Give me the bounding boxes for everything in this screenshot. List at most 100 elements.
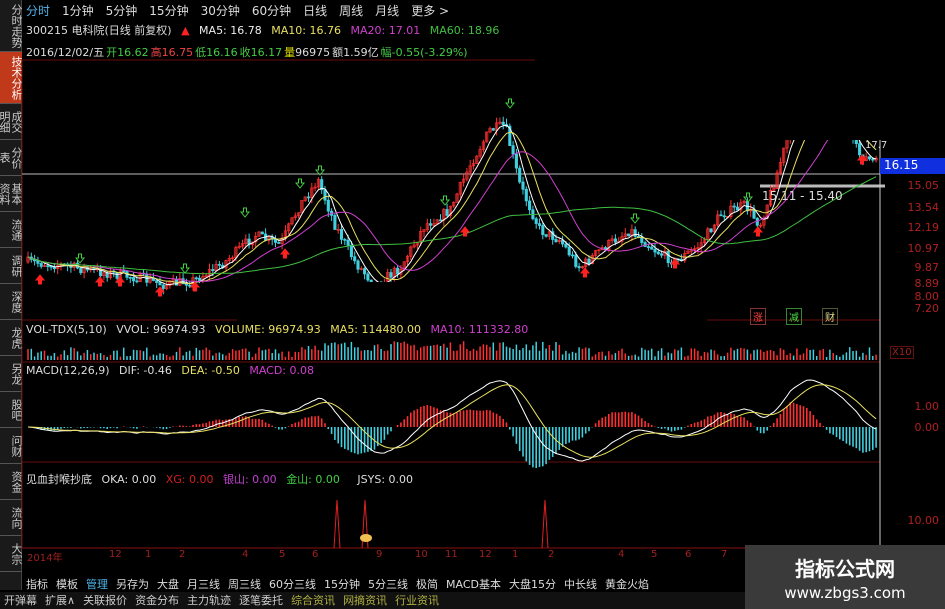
- info-button[interactable]: 网摘资讯: [343, 594, 388, 607]
- period-tab[interactable]: 日线: [303, 4, 328, 18]
- signal-spike: [333, 499, 341, 549]
- candle: [277, 242, 281, 244]
- period-tab[interactable]: 月线: [375, 4, 400, 18]
- side-tab[interactable]: 龙虎: [0, 320, 23, 356]
- candle: [432, 223, 436, 226]
- template-button[interactable]: MACD基本: [446, 578, 501, 591]
- time-tick: 12: [479, 549, 492, 560]
- side-tab[interactable]: 大宗: [0, 536, 23, 572]
- template-button[interactable]: 周三线: [228, 578, 261, 591]
- side-tab[interactable]: 分时走势: [0, 0, 23, 52]
- candle: [465, 171, 469, 180]
- period-tab[interactable]: 15分钟: [149, 4, 189, 18]
- candle: [158, 282, 162, 286]
- side-tab[interactable]: 股吧: [0, 392, 23, 428]
- candle: [349, 244, 353, 258]
- info-button[interactable]: 资金分布: [135, 594, 180, 607]
- side-tab[interactable]: 流向: [0, 500, 23, 536]
- candle: [244, 238, 248, 244]
- quote-row: 2016/12/02/五 开16.62 高16.75 低16.16 收16.17 量969…: [26, 44, 474, 60]
- template-button[interactable]: 大盘: [157, 578, 179, 591]
- buy-arrow-icon: [94, 276, 106, 287]
- tag-finance[interactable]: 财: [822, 308, 838, 325]
- candle: [313, 186, 317, 189]
- period-tab[interactable]: 更多 >: [411, 4, 450, 18]
- template-button[interactable]: 模板: [56, 578, 78, 591]
- template-button[interactable]: 月三线: [187, 578, 220, 591]
- period-tab[interactable]: 1分钟: [62, 4, 94, 18]
- info-button[interactable]: 开弹幕: [4, 594, 37, 607]
- tag-reduce[interactable]: 减: [786, 308, 802, 325]
- side-tab[interactable]: 成交明细: [0, 104, 23, 140]
- candle: [709, 228, 713, 233]
- period-tab[interactable]: 5分钟: [105, 4, 138, 18]
- amount-value: 1.59亿: [343, 46, 379, 59]
- info-button[interactable]: 综合资讯: [291, 594, 336, 607]
- close-label: 收: [239, 46, 251, 59]
- candle: [485, 131, 489, 143]
- side-tab[interactable]: 基本资料: [0, 176, 23, 212]
- template-button[interactable]: 60分三线: [269, 578, 316, 591]
- period-tab[interactable]: 30分钟: [200, 4, 240, 18]
- info-button[interactable]: 主力轨迹: [187, 594, 232, 607]
- close-value: 16.17: [250, 46, 283, 59]
- candle: [666, 250, 670, 264]
- template-button[interactable]: 黄金火焰: [604, 578, 649, 591]
- template-button[interactable]: 另存为: [116, 578, 149, 591]
- side-tab[interactable]: 调研: [0, 248, 23, 284]
- candle: [211, 269, 215, 271]
- period-tab[interactable]: 周线: [339, 4, 364, 18]
- candle: [577, 266, 581, 269]
- buy-arrow-icon: [752, 226, 764, 237]
- price-tick: 8.89: [914, 277, 940, 290]
- candle: [409, 246, 413, 257]
- template-button[interactable]: 管理: [86, 578, 108, 591]
- info-button[interactable]: 逐笔委托: [239, 594, 284, 607]
- candle: [105, 272, 109, 278]
- candle: [742, 200, 746, 204]
- ma20-line: [27, 120, 877, 282]
- candle: [326, 199, 330, 212]
- side-tab[interactable]: 问财: [0, 428, 23, 464]
- candle: [712, 224, 716, 233]
- buy-arrow-icon: [459, 226, 471, 237]
- high-value: 16.75: [161, 46, 194, 59]
- period-tab[interactable]: 60分钟: [251, 4, 292, 18]
- side-tab[interactable]: 流通: [0, 212, 23, 248]
- candle: [660, 253, 664, 256]
- candle: [254, 235, 258, 243]
- template-button[interactable]: 中长线: [563, 578, 597, 591]
- buy-arrow-icon: [114, 276, 126, 287]
- side-tab[interactable]: 分价表: [0, 140, 23, 176]
- template-button[interactable]: 5分三线: [368, 578, 408, 591]
- side-tab[interactable]: 另龙: [0, 356, 23, 392]
- time-tick: 12: [109, 549, 122, 560]
- candle: [283, 230, 287, 239]
- candle: [290, 217, 294, 225]
- period-tab[interactable]: 分时: [26, 4, 51, 18]
- candle: [656, 251, 660, 255]
- info-button[interactable]: 行业资讯: [395, 594, 440, 607]
- template-button[interactable]: 指标: [26, 578, 48, 591]
- template-button[interactable]: 极简: [416, 578, 438, 591]
- candle: [646, 246, 650, 248]
- sell-arrow-icon: [314, 165, 326, 176]
- tag-up[interactable]: 涨: [750, 308, 766, 325]
- candle: [412, 244, 416, 248]
- candle: [267, 236, 271, 241]
- side-tab[interactable]: 深度: [0, 284, 23, 320]
- candle: [363, 268, 367, 275]
- volume-title: VOL-TDX(5,10): [26, 323, 107, 336]
- info-button[interactable]: 关联报价: [83, 594, 128, 607]
- up-arrow-icon: ▲: [181, 24, 190, 37]
- indicator-title: 见血封喉抄底: [26, 473, 92, 486]
- info-button[interactable]: 扩展∧: [45, 594, 76, 607]
- side-tab[interactable]: 技术分析: [0, 52, 23, 104]
- candle: [686, 250, 690, 254]
- template-button[interactable]: 15分钟: [324, 578, 360, 591]
- template-button[interactable]: 大盘15分: [508, 578, 556, 591]
- side-tab[interactable]: 资金: [0, 464, 23, 500]
- candle: [627, 233, 631, 237]
- candle: [633, 229, 637, 237]
